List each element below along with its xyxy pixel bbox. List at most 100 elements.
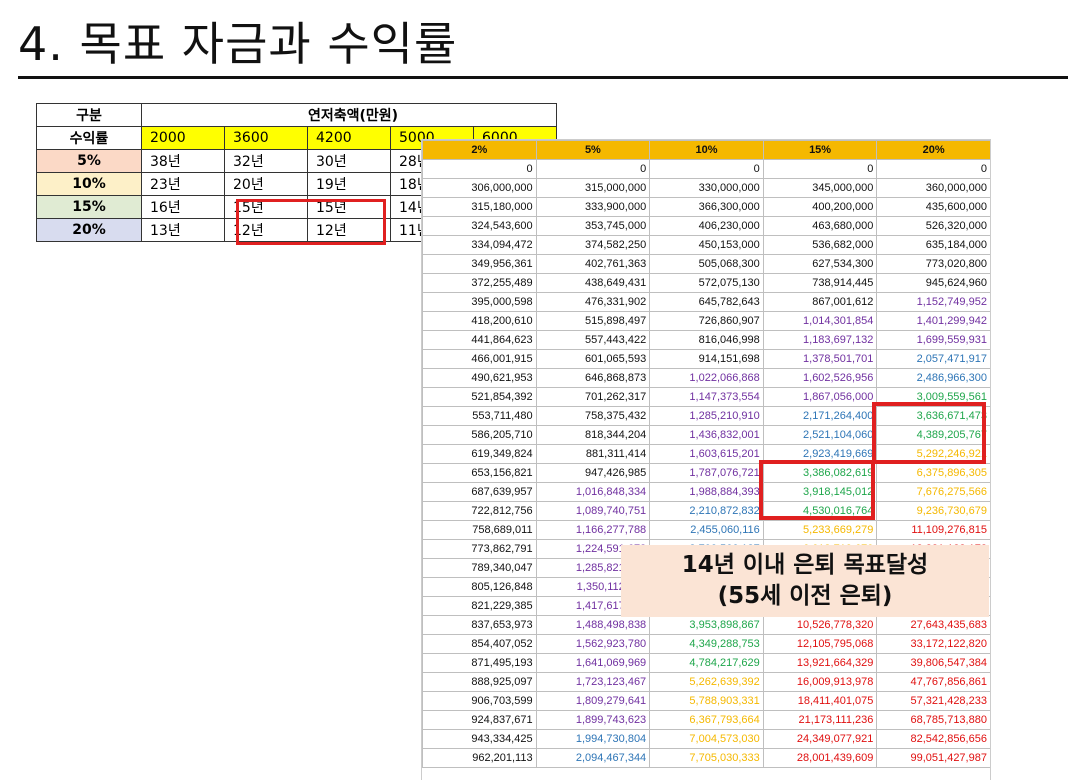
projection-cell: 68,785,713,880: [876, 710, 990, 730]
callout-line-1: 14년 이내 은퇴 목표달성: [681, 552, 929, 578]
projection-cell: 619,349,824: [422, 444, 537, 464]
projection-cell: 536,682,000: [762, 235, 878, 255]
projection-cell: 406,230,000: [649, 216, 764, 236]
projection-row: 653,156,821 947,426,985 1,787,076,721 3,386…: [422, 463, 990, 483]
projection-cell: 1,488,498,838: [535, 615, 651, 635]
projection-cell: 28,001,439,609: [762, 748, 878, 768]
projection-cell: 2,171,264,400: [762, 406, 878, 426]
corner-label: 구분: [36, 103, 142, 127]
projection-cell: 333,900,000: [535, 197, 651, 217]
projection-cell: 515,898,497: [535, 311, 651, 331]
rate-label: 5%: [36, 149, 142, 173]
projection-cell: 306,000,000: [422, 178, 537, 198]
projection-cell: 646,868,873: [535, 368, 651, 388]
projection-row: 490,621,953 646,868,873 1,022,066,868 1,602…: [422, 368, 990, 388]
projection-cell: 1,787,076,721: [649, 463, 764, 483]
projection-cell: 722,812,756: [422, 501, 537, 521]
projection-row: 306,000,000 315,000,000 330,000,000 345,000…: [422, 178, 990, 198]
projection-cell: 1,988,884,393: [649, 482, 764, 502]
projection-row: 837,653,973 1,488,498,838 3,953,898,867 10,…: [422, 615, 990, 635]
projection-row: 395,000,598 476,331,902 645,782,643 867,001…: [422, 292, 990, 312]
projection-cell: 2,923,419,669: [762, 444, 878, 464]
projection-cell: 6,375,896,305: [876, 463, 990, 483]
goal-callout: 14년 이내 은퇴 목표달성 (55세 이전 은퇴): [621, 545, 989, 617]
projection-cell: 39,806,547,384: [876, 653, 990, 673]
projection-cell: 7,004,573,030: [649, 729, 764, 749]
projection-row: 906,703,599 1,809,279,641 5,788,903,331 18,…: [422, 691, 990, 711]
projection-cell: 1,699,559,931: [876, 330, 990, 350]
projection-cell: 334,094,472: [422, 235, 537, 255]
rate-label: 10%: [36, 172, 142, 196]
projection-cell: 871,495,193: [422, 653, 537, 673]
projection-cell: 349,956,361: [422, 254, 537, 274]
projection-cell: 945,624,960: [876, 273, 990, 293]
projection-row: 619,349,824 881,311,414 1,603,615,201 2,923…: [422, 444, 990, 464]
projection-row: 324,543,600 353,745,000 406,230,000 463,680…: [422, 216, 990, 236]
projection-cell: 402,761,363: [535, 254, 651, 274]
projection-cell: 372,255,489: [422, 273, 537, 293]
highlight-box-summary: [236, 199, 386, 245]
group-header: 연저축액(만원): [141, 103, 557, 127]
projection-cell: 353,745,000: [535, 216, 651, 236]
projection-cell: 463,680,000: [762, 216, 878, 236]
projection-cell: 4,349,288,753: [649, 634, 764, 654]
projection-cell: 435,600,000: [876, 197, 990, 217]
projection-table: 2% 5% 10% 15% 20% 0 0 0 0 0 306,000,000 315,00…: [422, 140, 990, 768]
projection-cell: 816,046,998: [649, 330, 764, 350]
projection-cell: 1,285,210,910: [649, 406, 764, 426]
highlight-box-15pct: [759, 460, 875, 520]
projection-cell: 33,172,122,820: [876, 634, 990, 654]
projection-cell: 13,921,664,329: [762, 653, 878, 673]
amount-cell: 3600: [224, 126, 308, 150]
projection-cell: 1,562,923,780: [535, 634, 651, 654]
projection-cell: 943,334,425: [422, 729, 537, 749]
projection-cell: 586,205,710: [422, 425, 537, 445]
projection-cell: 1,994,730,804: [535, 729, 651, 749]
projection-cell: 5,262,639,392: [649, 672, 764, 692]
projection-cell: 854,407,052: [422, 634, 537, 654]
projection-cell: 645,782,643: [649, 292, 764, 312]
page-title: 4. 목표 자금과 수익률: [18, 17, 458, 71]
projection-cell: 2,521,104,060: [762, 425, 878, 445]
projection-cell: 4,784,217,629: [649, 653, 764, 673]
projection-body: 0 0 0 0 0 306,000,000 315,000,000 330,000,000 34…: [422, 159, 990, 768]
projection-cell: 441,864,623: [422, 330, 537, 350]
projection-cell: 805,126,848: [422, 577, 537, 597]
projection-cell: 2,455,060,116: [649, 520, 764, 540]
projection-cell: 9,236,730,679: [876, 501, 990, 521]
years-cell: 20년: [224, 172, 308, 196]
years-cell: 38년: [141, 149, 225, 173]
rate-label: 20%: [36, 218, 142, 242]
projection-cell: 16,009,913,978: [762, 672, 878, 692]
projection-row: 441,864,623 557,443,422 816,046,998 1,183,6…: [422, 330, 990, 350]
projection-cell: 505,068,300: [649, 254, 764, 274]
projection-cell: 3,918,145,012: [762, 482, 878, 502]
projection-cell: 1,022,066,868: [649, 368, 764, 388]
projection-cell: 758,689,011: [422, 520, 537, 540]
projection-cell: 21,173,111,236: [762, 710, 878, 730]
projection-cell: 5,233,669,279: [762, 520, 878, 540]
projection-cell: 5,292,246,921: [876, 444, 990, 464]
projection-cell: 653,156,821: [422, 463, 537, 483]
projection-cell: 315,180,000: [422, 197, 537, 217]
projection-cell: 1,166,277,788: [535, 520, 651, 540]
projection-cell: 521,854,392: [422, 387, 537, 407]
projection-cell: 1,378,501,701: [762, 349, 878, 369]
projection-cell: 773,862,791: [422, 539, 537, 559]
projection-cell: 962,201,113: [422, 748, 537, 768]
projection-cell: 1,899,743,623: [535, 710, 651, 730]
rate-column-header: 2%: [422, 140, 537, 160]
rate-column-header: 5%: [535, 140, 651, 160]
projection-cell: 360,000,000: [876, 178, 990, 198]
amount-cell: 4200: [307, 126, 391, 150]
projection-cell: 553,711,480: [422, 406, 537, 426]
rate-column-header: 10%: [649, 140, 764, 160]
projection-cell: 837,653,973: [422, 615, 537, 635]
projection-cell: 557,443,422: [535, 330, 651, 350]
projection-cell: 881,311,414: [535, 444, 651, 464]
projection-row: 943,334,425 1,994,730,804 7,004,573,030 24,…: [422, 729, 990, 749]
projection-cell: 466,001,915: [422, 349, 537, 369]
amount-cell: 2000: [141, 126, 225, 150]
projection-cell: 1,152,749,952: [876, 292, 990, 312]
projection-cell: 374,582,250: [535, 235, 651, 255]
